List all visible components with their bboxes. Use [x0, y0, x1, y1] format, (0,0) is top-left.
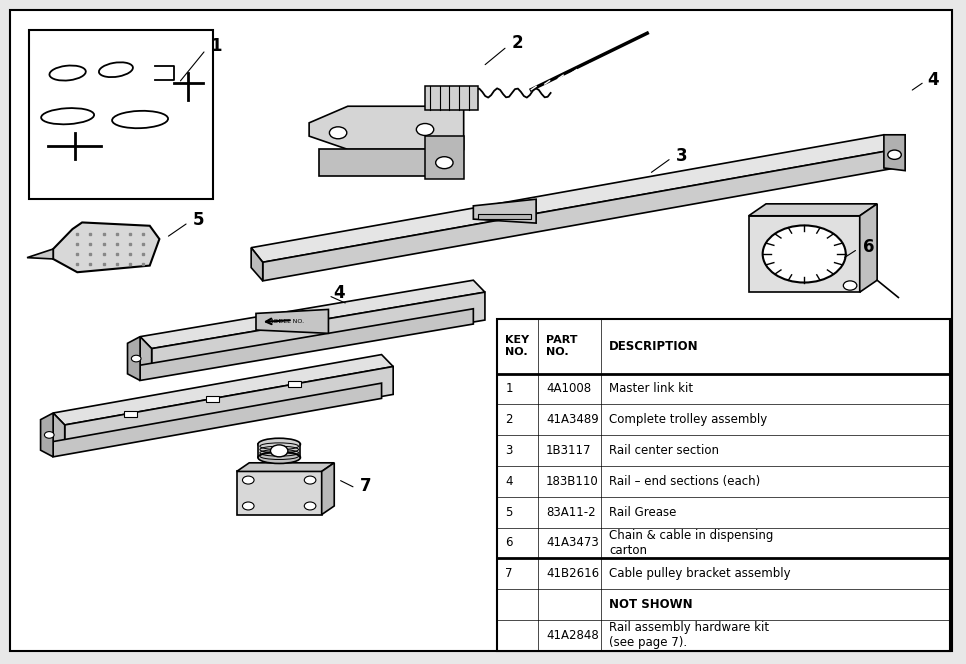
Polygon shape	[53, 355, 393, 425]
Text: 6: 6	[505, 537, 513, 549]
Circle shape	[416, 124, 434, 135]
Text: 3: 3	[676, 147, 688, 165]
Bar	[206, 396, 219, 402]
Bar	[497, 319, 950, 651]
Polygon shape	[322, 463, 334, 515]
Text: 5: 5	[193, 211, 205, 230]
Text: 7: 7	[505, 567, 513, 580]
Bar	[425, 136, 464, 179]
Text: PART
NO.: PART NO.	[546, 335, 578, 357]
Text: Master link kit: Master link kit	[610, 382, 694, 395]
Text: 2: 2	[512, 34, 524, 52]
Text: 3: 3	[505, 444, 513, 457]
Text: 5: 5	[505, 505, 513, 519]
Text: 41A3489: 41A3489	[546, 413, 599, 426]
Text: 4: 4	[505, 475, 513, 488]
Text: NOT SHOWN: NOT SHOWN	[610, 598, 693, 611]
Polygon shape	[309, 106, 464, 149]
Circle shape	[763, 225, 846, 283]
Circle shape	[131, 355, 141, 362]
Ellipse shape	[258, 452, 300, 463]
Bar	[29, 30, 213, 199]
Text: Complete trolley assembly: Complete trolley assembly	[610, 413, 767, 426]
Bar	[237, 471, 322, 515]
Text: Rail assembly hardware kit
(see page 7).: Rail assembly hardware kit (see page 7).	[610, 622, 769, 649]
Text: 41B2616: 41B2616	[546, 567, 599, 580]
Text: 1B3117: 1B3117	[546, 444, 591, 457]
Bar	[749, 216, 860, 292]
Circle shape	[888, 150, 901, 159]
Text: 1: 1	[211, 37, 222, 56]
Circle shape	[242, 502, 254, 510]
Polygon shape	[263, 149, 895, 281]
Text: Rail – end sections (each): Rail – end sections (each)	[610, 475, 760, 488]
Polygon shape	[237, 463, 334, 471]
Polygon shape	[140, 280, 485, 349]
Text: Rail center section: Rail center section	[610, 444, 720, 457]
Bar	[288, 381, 301, 387]
Ellipse shape	[258, 438, 300, 450]
Circle shape	[44, 432, 54, 438]
Polygon shape	[53, 413, 65, 453]
Text: 7: 7	[360, 477, 372, 495]
Bar	[124, 410, 137, 416]
Polygon shape	[152, 292, 485, 376]
Circle shape	[436, 157, 453, 169]
Circle shape	[270, 445, 288, 457]
Circle shape	[304, 502, 316, 510]
Polygon shape	[256, 309, 328, 333]
Polygon shape	[251, 248, 263, 281]
Polygon shape	[53, 383, 382, 457]
Polygon shape	[473, 199, 536, 223]
Polygon shape	[27, 249, 53, 259]
Bar	[258, 444, 300, 457]
Text: 41A3473: 41A3473	[546, 537, 599, 549]
Polygon shape	[319, 149, 454, 176]
Text: 2: 2	[505, 413, 513, 426]
Circle shape	[329, 127, 347, 139]
Text: DESCRIPTION: DESCRIPTION	[610, 339, 698, 353]
Text: 83A11-2: 83A11-2	[546, 505, 595, 519]
Bar	[425, 86, 478, 110]
Circle shape	[242, 476, 254, 484]
Text: MODEL NO.: MODEL NO.	[268, 319, 303, 324]
Circle shape	[304, 476, 316, 484]
Polygon shape	[41, 413, 53, 457]
Text: 4A1008: 4A1008	[546, 382, 591, 395]
Circle shape	[843, 281, 857, 290]
Text: 6: 6	[863, 238, 874, 256]
Polygon shape	[860, 204, 877, 292]
Polygon shape	[53, 222, 159, 272]
Text: 183B110: 183B110	[546, 475, 599, 488]
Text: Cable pulley bracket assembly: Cable pulley bracket assembly	[610, 567, 791, 580]
Bar	[478, 214, 531, 219]
Polygon shape	[749, 204, 877, 216]
Text: KEY
NO.: KEY NO.	[505, 335, 529, 357]
Text: Rail Grease: Rail Grease	[610, 505, 676, 519]
Polygon shape	[65, 367, 393, 453]
Polygon shape	[140, 337, 152, 376]
Text: 4: 4	[927, 70, 939, 89]
Text: 1: 1	[505, 382, 513, 395]
Polygon shape	[251, 135, 895, 262]
Text: 4: 4	[333, 284, 345, 303]
Text: Chain & cable in dispensing
carton: Chain & cable in dispensing carton	[610, 529, 774, 557]
Polygon shape	[884, 135, 905, 171]
Text: 41A2848: 41A2848	[546, 629, 599, 642]
Polygon shape	[128, 337, 140, 380]
Polygon shape	[140, 309, 473, 380]
